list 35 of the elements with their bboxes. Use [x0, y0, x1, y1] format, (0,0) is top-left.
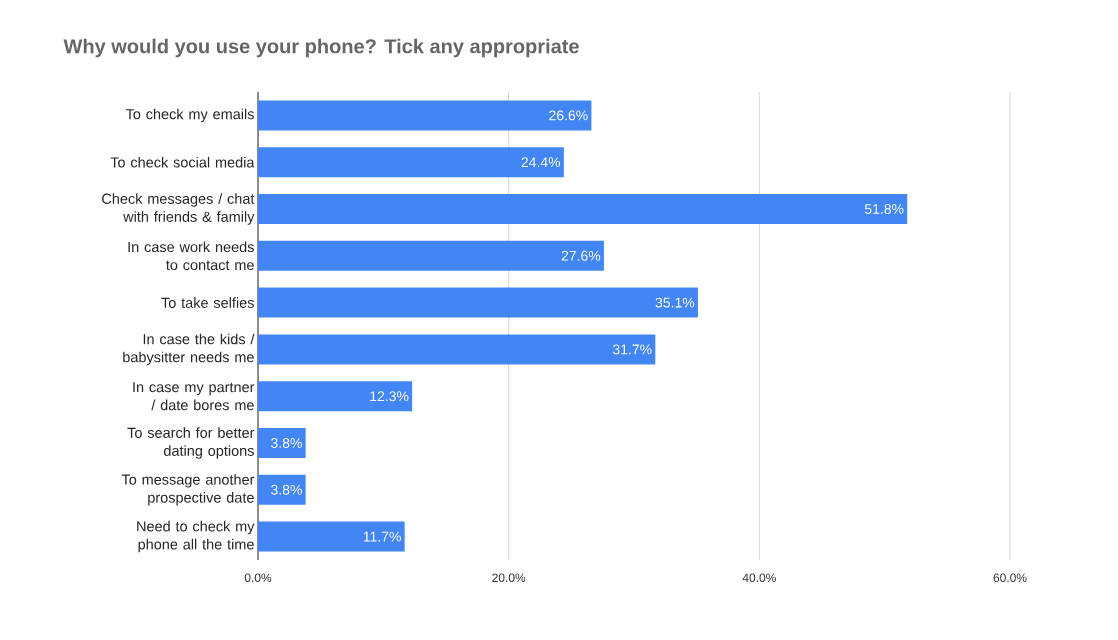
bar: [258, 287, 698, 318]
x-tick-label: 40.0%: [742, 573, 776, 583]
data-label: 11.7%: [363, 531, 401, 542]
bar: [258, 521, 405, 552]
y-tick-label: To check social media: [110, 156, 255, 168]
y-tick-label: In case work needs to contact me: [128, 241, 254, 271]
x-tick-label: 20.0%: [492, 573, 526, 583]
bar: [258, 194, 908, 224]
x-tick-label: 0.0%: [244, 573, 272, 583]
data-label: 3.8%: [271, 438, 302, 448]
y-tick-label: In case the kids / babysitter needs me: [123, 333, 255, 366]
bar: [258, 474, 306, 505]
data-label: 31.7%: [612, 344, 652, 355]
y-tick-label: To check my emails: [125, 108, 254, 123]
x-tick-label: 60.0%: [993, 573, 1027, 583]
data-label: 26.6%: [549, 110, 588, 121]
y-tick-label: To message another prospective date: [121, 474, 255, 506]
bar: [258, 381, 413, 412]
bar: [258, 334, 656, 365]
data-label: 51.8%: [864, 204, 904, 214]
y-tick-label: To search for better dating options: [127, 427, 255, 459]
bar: [258, 428, 306, 458]
data-label: 3.8%: [271, 484, 302, 495]
y-tick-label: In case my partner / date bores me: [133, 382, 255, 411]
bar: [258, 240, 604, 271]
y-tick-label: Need to check my phone all the time: [137, 520, 255, 553]
data-label: 24.4%: [521, 157, 561, 168]
data-label: 35.1%: [655, 297, 695, 308]
data-label: 12.3%: [370, 391, 409, 402]
bar: [258, 147, 564, 178]
data-label: 27.6%: [561, 250, 601, 261]
y-tick-label: To take selfies: [161, 297, 254, 308]
y-tick-label: Check messages / chat with friends & family: [102, 193, 255, 225]
chart-title: Why would you use your phone? Tick any appropriate: [63, 38, 579, 58]
bar: [258, 100, 592, 131]
